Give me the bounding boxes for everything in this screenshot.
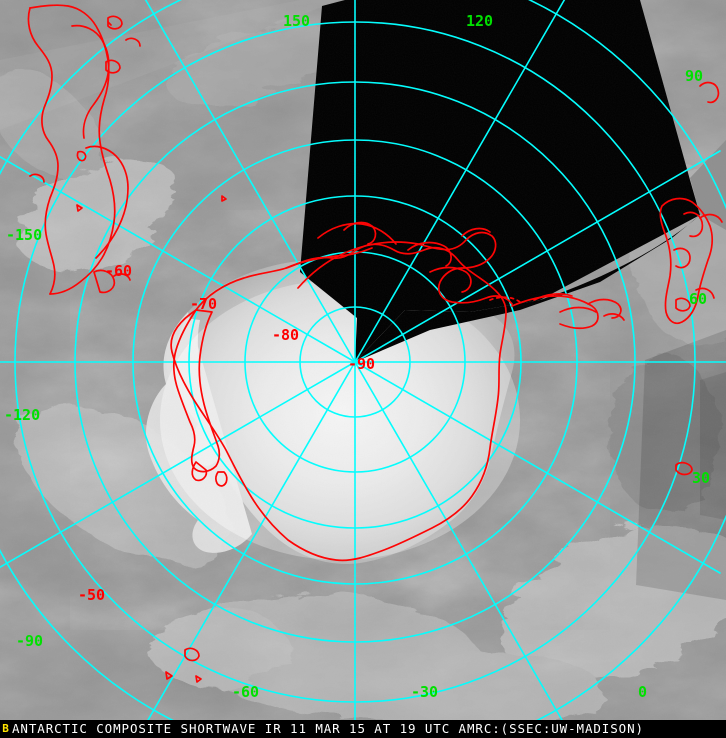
- amrc-logo-glyph: B: [2, 722, 10, 735]
- meridians: [0, 0, 726, 720]
- caption-text: ANTARCTIC COMPOSITE SHORTWAVE IR 11 MAR …: [12, 721, 644, 736]
- satellite-raster: [0, 0, 726, 720]
- caption-bar: B ANTARCTIC COMPOSITE SHORTWAVE IR 11 MAR…: [0, 720, 726, 738]
- coastlines: [27, 4, 723, 683]
- graticule-lines: [0, 0, 726, 720]
